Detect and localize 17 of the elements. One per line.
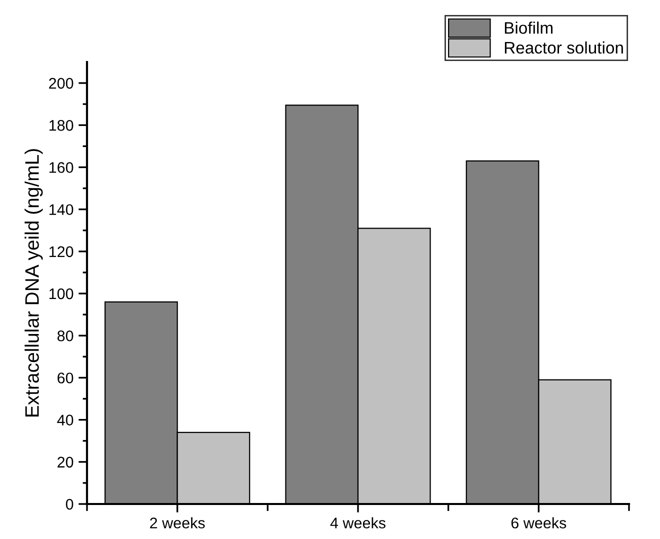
y-tick-label: 100: [49, 288, 74, 300]
y-tick-label: 20: [58, 456, 74, 468]
y-tick-label: 200: [49, 78, 74, 89]
y-axis-title: Extracellular DNA yeild (ng/mL): [24, 149, 43, 416]
x-tick-label: 6 weeks: [511, 517, 566, 528]
y-tick-label: 80: [57, 330, 74, 342]
y-tick-label: 180: [49, 120, 74, 131]
y-tick-label: 60: [58, 372, 74, 384]
legend-label: Biofilm: [504, 22, 552, 34]
y-tick-label: 40: [57, 414, 74, 426]
y-tick-label: 120: [49, 246, 74, 258]
y-tick-label: 160: [49, 162, 74, 173]
x-tick-label: 2 weeks: [150, 517, 205, 528]
y-tick-label: 140: [49, 204, 74, 216]
y-tick-label: 0: [66, 498, 74, 510]
legend-label: Reactor solution: [504, 41, 623, 54]
x-tick-label: 4 weeks: [330, 517, 386, 528]
